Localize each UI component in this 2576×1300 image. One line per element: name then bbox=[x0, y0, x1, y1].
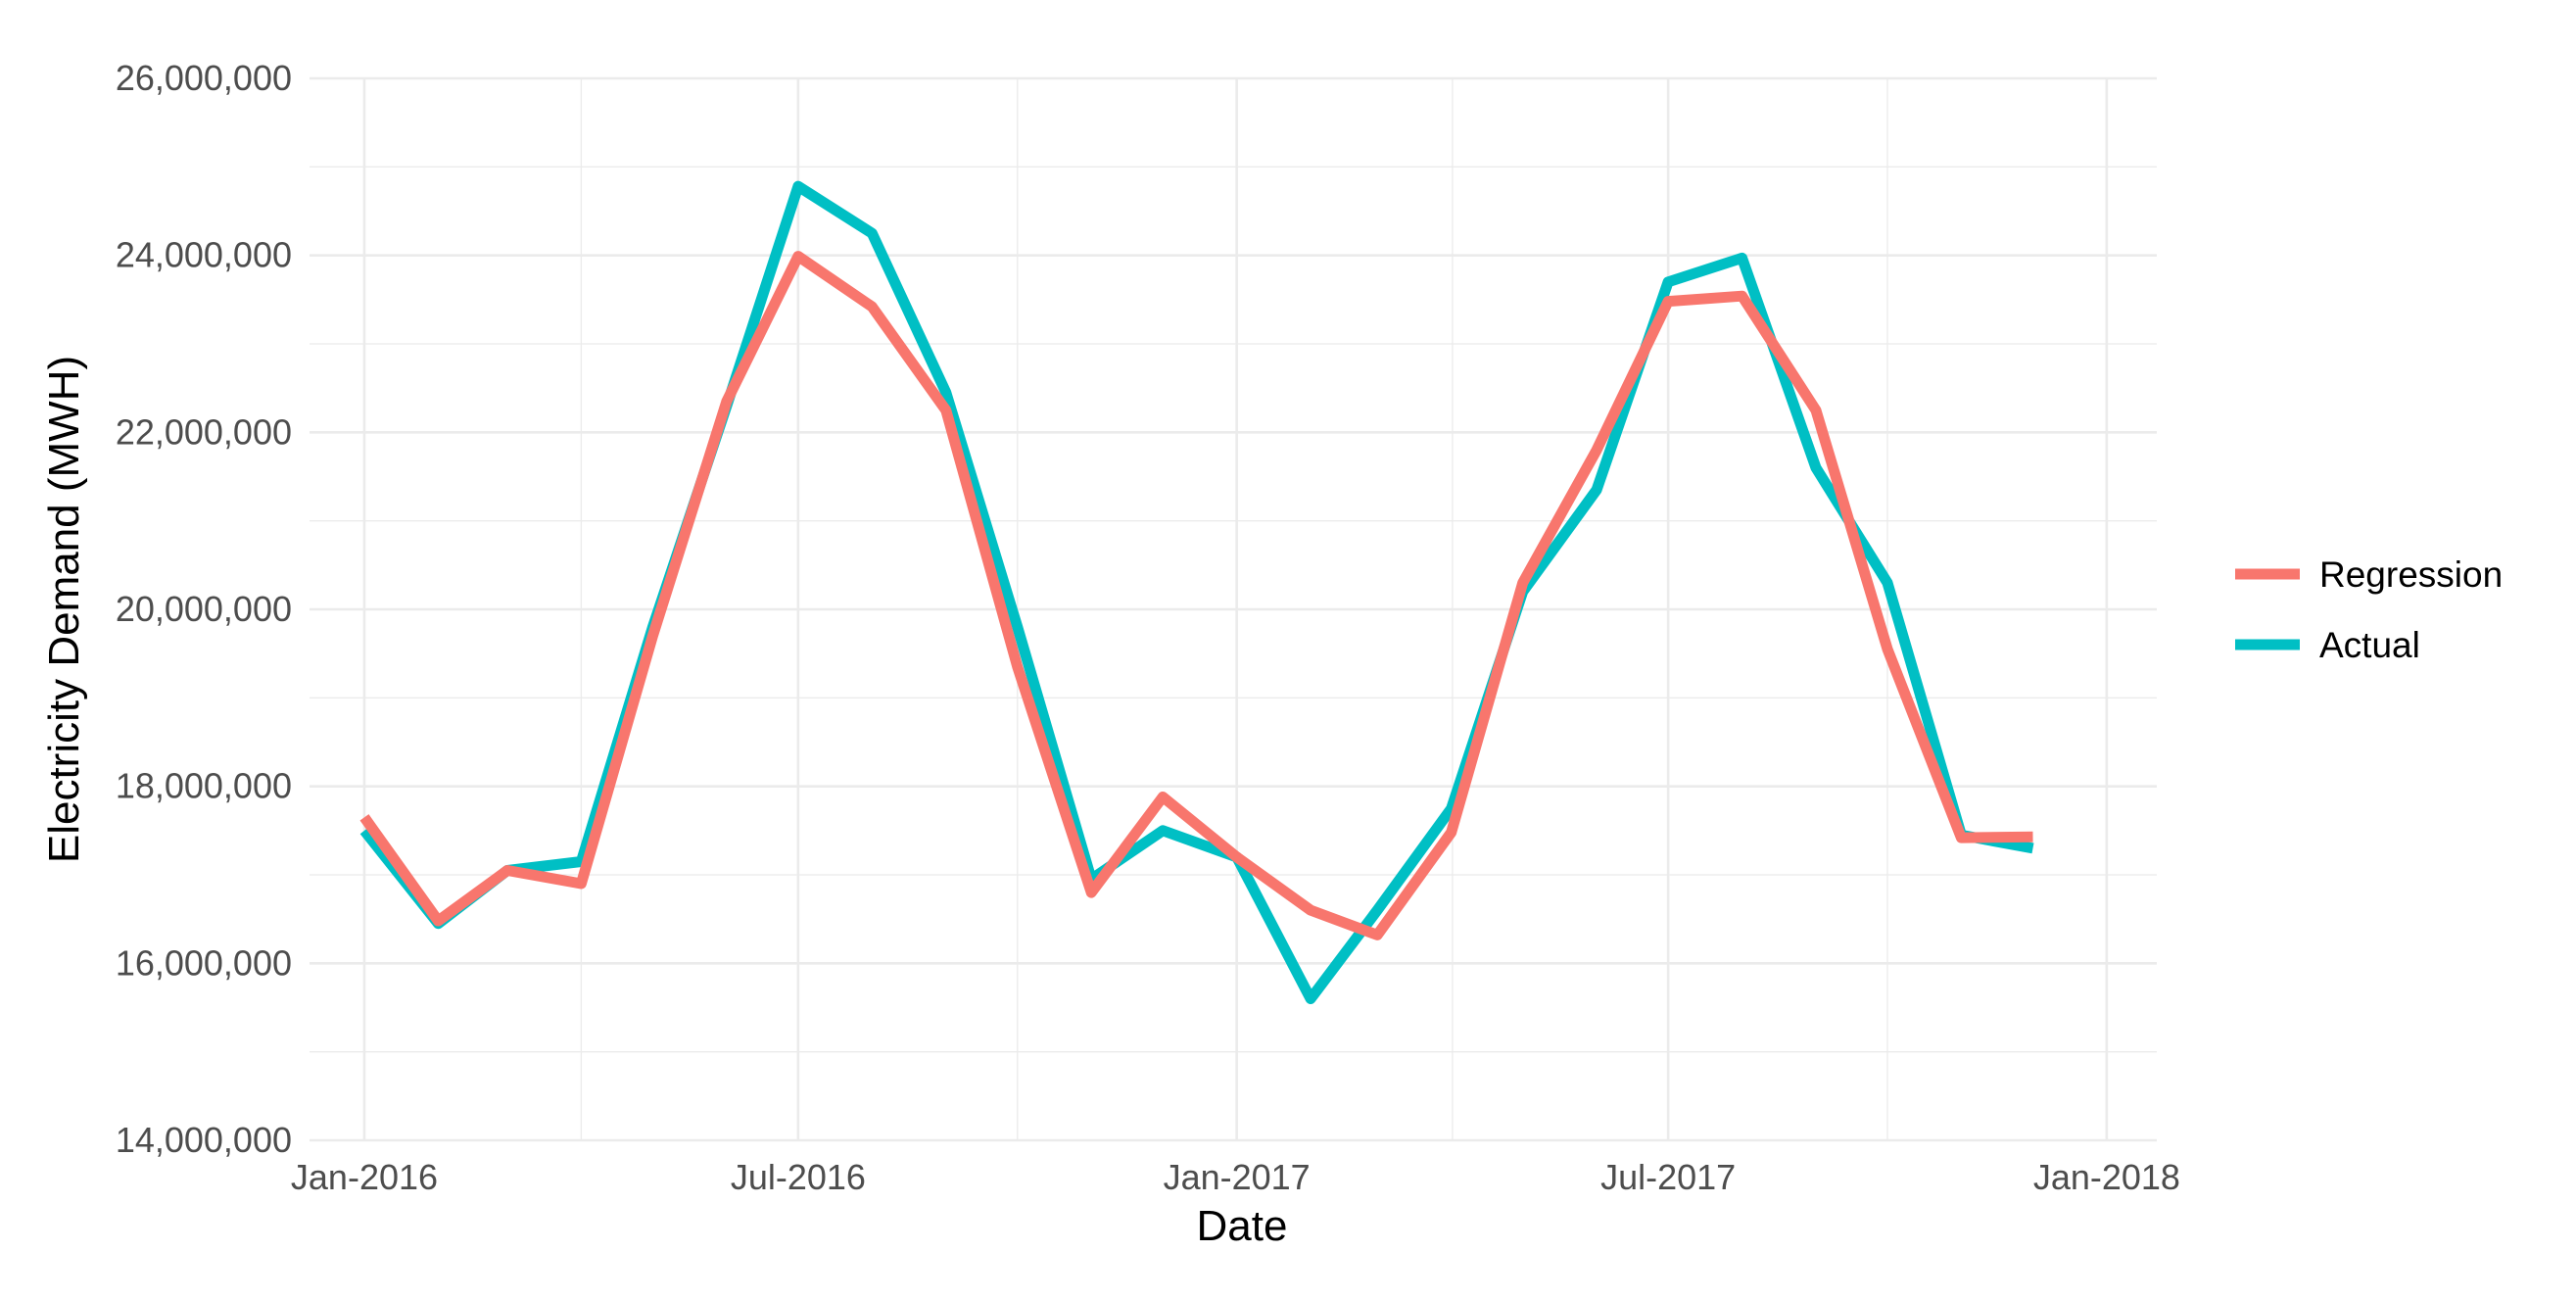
y-tick-label: 16,000,000 bbox=[116, 942, 292, 983]
series-layer bbox=[359, 180, 2034, 1004]
y-tick-label: 20,000,000 bbox=[116, 589, 292, 629]
legend-label-actual: Actual bbox=[2319, 625, 2420, 665]
y-tick-label: 26,000,000 bbox=[116, 58, 292, 98]
x-tick-label: Jan-2018 bbox=[2033, 1157, 2180, 1197]
series-line-regression bbox=[359, 251, 2033, 940]
x-tick-label: Jul-2017 bbox=[1600, 1157, 1736, 1197]
x-tick-label: Jan-2016 bbox=[291, 1157, 438, 1197]
y-tick-label: 14,000,000 bbox=[116, 1120, 292, 1160]
y-tick-label: 22,000,000 bbox=[116, 411, 292, 452]
y-axis-tick-labels: 14,000,000 16,000,000 18,000,000 20,000,000… bbox=[116, 58, 292, 1160]
x-axis-title: Date bbox=[1197, 1202, 1288, 1250]
y-tick-label: 24,000,000 bbox=[116, 235, 292, 275]
legend-label-regression: Regression bbox=[2319, 554, 2503, 595]
y-axis-title: Electricity Demand (MWH) bbox=[40, 356, 88, 863]
x-tick-label: Jul-2016 bbox=[731, 1157, 866, 1197]
x-tick-label: Jan-2017 bbox=[1164, 1157, 1311, 1197]
legend: Regression Actual bbox=[2235, 554, 2503, 665]
y-tick-label: 18,000,000 bbox=[116, 766, 292, 806]
major-gridlines bbox=[310, 76, 2157, 1142]
x-axis-tick-labels: Jan-2016 Jul-2016 Jan-2017 Jul-2017 Jan-2018 bbox=[291, 1157, 2180, 1197]
